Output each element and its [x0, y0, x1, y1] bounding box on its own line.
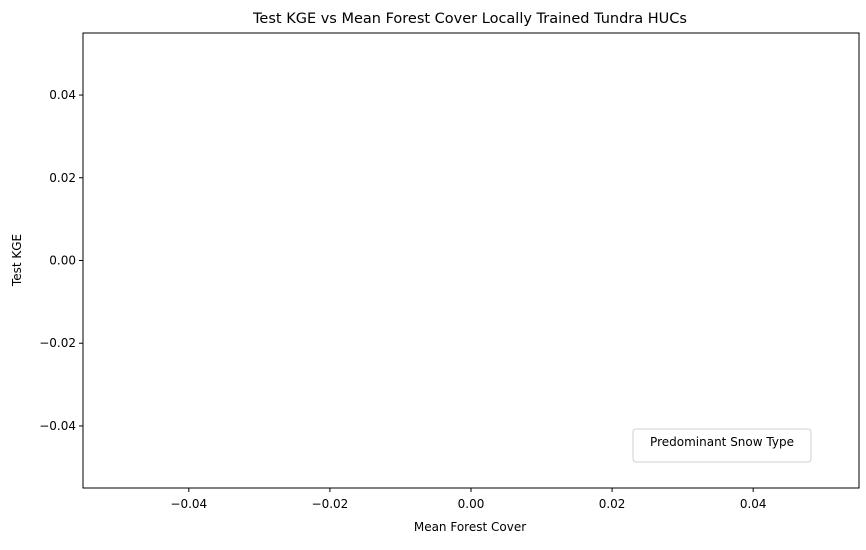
- chart-title: Test KGE vs Mean Forest Cover Locally Tr…: [252, 11, 687, 27]
- y-tick-label: 0.02: [49, 171, 76, 185]
- legend-title: Predominant Snow Type: [650, 435, 794, 449]
- y-tick-label: −0.04: [39, 419, 76, 433]
- x-tick-label: 0.00: [458, 497, 485, 511]
- y-tick-label: 0.04: [49, 88, 76, 102]
- y-tick-label: −0.02: [39, 336, 76, 350]
- y-tick-label: 0.00: [49, 254, 76, 268]
- x-tick-label: −0.04: [170, 497, 207, 511]
- legend-box: [632, 428, 812, 463]
- x-tick-label: −0.02: [312, 497, 349, 511]
- y-axis: −0.04 −0.02 0.00 0.02 0.04: [39, 88, 83, 433]
- x-axis-label: Mean Forest Cover: [414, 520, 526, 534]
- x-tick-label: 0.04: [740, 497, 767, 511]
- y-axis-label: Test KGE: [10, 234, 24, 287]
- legend: Predominant Snow Type: [632, 428, 812, 463]
- plot-area: [82, 32, 860, 489]
- x-axis: −0.04 −0.02 0.00 0.02 0.04: [170, 488, 767, 511]
- x-tick-label: 0.02: [599, 497, 626, 511]
